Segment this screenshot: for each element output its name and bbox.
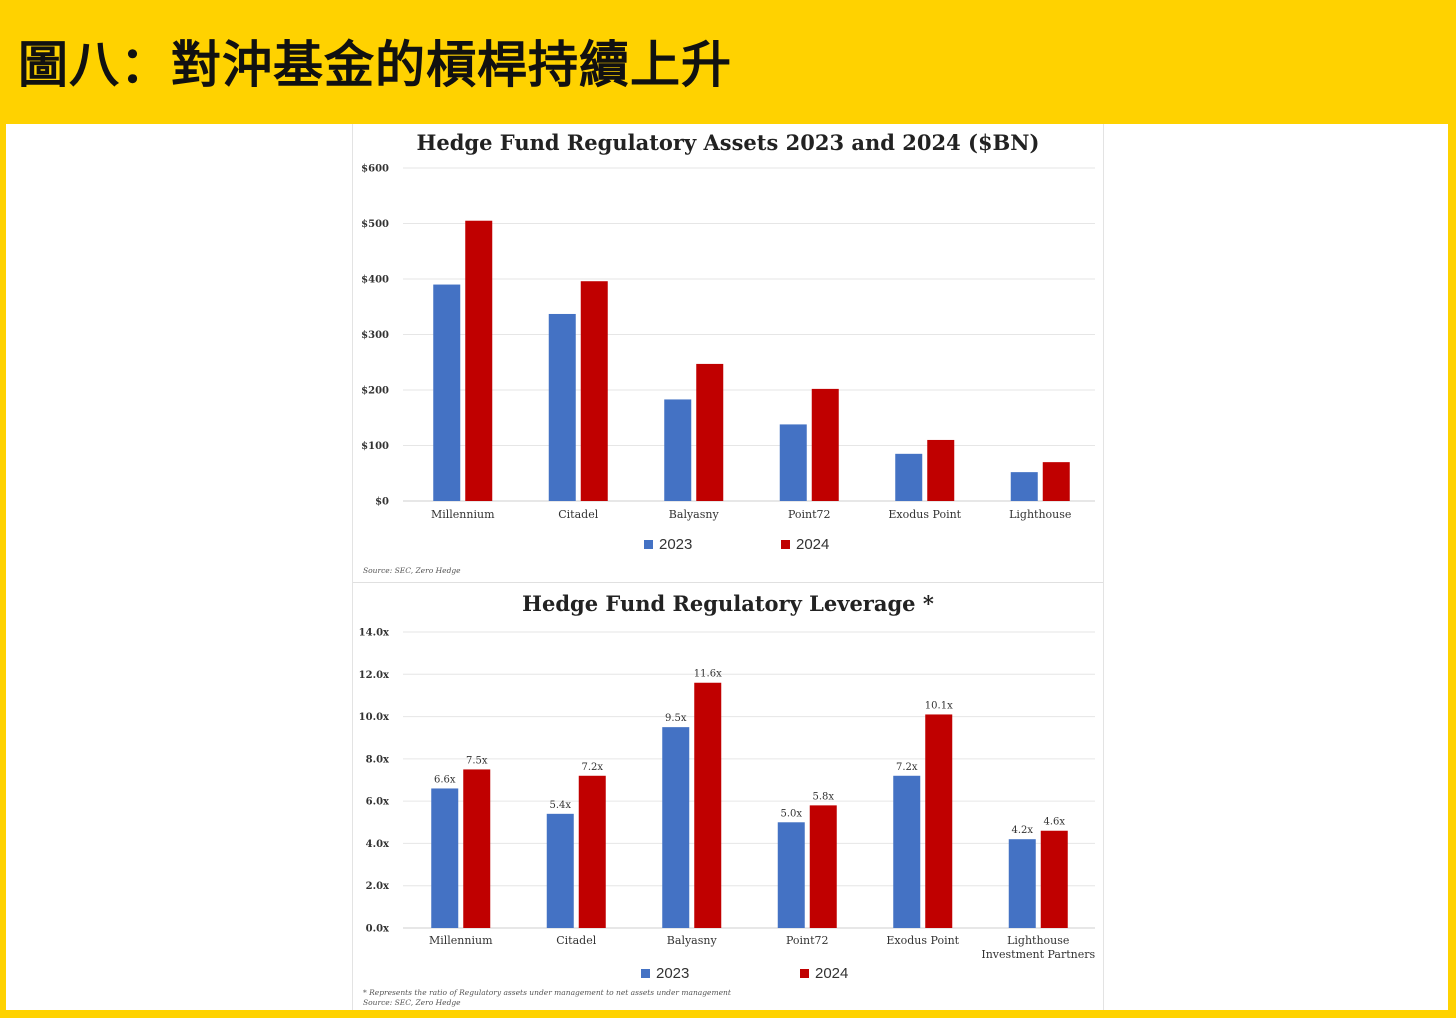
data-label: 9.5x	[665, 713, 687, 724]
bar-2024-balyasny	[694, 682, 722, 928]
data-label: 7.5x	[466, 755, 488, 766]
bar-2024-lighthouse	[1042, 462, 1070, 501]
y-tick-label: $600	[361, 164, 389, 175]
leverage-chart: 0.0x 2.0x 4.0x 6.0x 8.0x 10.0x 12.0x 14.0x 6.6x 7…	[359, 628, 1096, 962]
data-label: 10.1x	[925, 700, 953, 711]
x-tick-label: Point72	[788, 508, 831, 521]
bar-2023-exodus-point	[895, 453, 923, 501]
legend-swatch-2024	[800, 969, 809, 978]
leverage-chart-source: Source: SEC, Zero Hedge	[363, 998, 461, 1007]
bar-2023-millennium	[433, 284, 461, 501]
bar-2024-citadel	[578, 775, 606, 928]
x-tick-label: Citadel	[556, 934, 596, 947]
leverage-chart-footnote: * Represents the ratio of Regulatory ass…	[363, 988, 731, 997]
leverage-chart-title: Hedge Fund Regulatory Leverage *	[522, 591, 934, 616]
bar-2024-exodus-point	[925, 714, 953, 928]
x-tick-label: Point72	[786, 934, 829, 947]
bar-2024-millennium	[465, 220, 493, 501]
data-label: 11.6x	[694, 669, 722, 680]
y-tick-label: 2.0x	[366, 881, 390, 892]
bar-2023-lighthouse-investment-partners	[1008, 839, 1036, 928]
x-tick-label: Exodus Point	[886, 934, 959, 947]
data-label: 7.2x	[896, 762, 918, 773]
data-label: 7.2x	[581, 762, 603, 773]
y-tick-label: $300	[361, 330, 389, 341]
bar-2024-balyasny	[696, 363, 724, 501]
legend-item-2023: 2023	[641, 965, 689, 982]
y-tick-label: 0.0x	[366, 924, 390, 935]
bar-2023-point72	[777, 822, 805, 928]
header-banner: 圖八：對沖基金的槓桿持續上升	[0, 0, 1456, 124]
data-label: 5.4x	[549, 800, 571, 811]
chart-figure: Hedge Fund Regulatory Assets 2023 and 20…	[352, 124, 1104, 1010]
bar-2023-lighthouse	[1010, 472, 1038, 501]
x-tick-label: Lighthouse	[1009, 508, 1071, 521]
bar-2023-balyasny	[664, 399, 692, 501]
x-tick-label: Balyasny	[667, 934, 718, 947]
data-label: 5.8x	[812, 791, 834, 802]
y-tick-label: 10.0x	[359, 712, 390, 723]
legend-label-2024: 2024	[796, 536, 830, 553]
assets-chart-source: Source: SEC, Zero Hedge	[363, 566, 461, 575]
x-tick-label: Balyasny	[669, 508, 720, 521]
bar-2023-millennium	[431, 788, 459, 928]
y-tick-label: 6.0x	[366, 797, 390, 808]
bar-2024-point72	[809, 805, 837, 928]
leverage-chart-panel: Hedge Fund Regulatory Leverage * 0.0x 2.0…	[353, 584, 1103, 1010]
data-label: 4.6x	[1043, 817, 1065, 828]
bar-2024-lighthouse-investment-partners	[1040, 830, 1068, 928]
y-tick-label: $500	[361, 219, 389, 230]
assets-chart-title: Hedge Fund Regulatory Assets 2023 and 20…	[416, 130, 1040, 155]
page-title: 圖八：對沖基金的槓桿持續上升	[18, 36, 732, 94]
bar-2023-citadel	[548, 313, 576, 501]
y-tick-label: $100	[361, 441, 389, 452]
bar-2023-balyasny	[662, 727, 690, 928]
leverage-chart-legend: 2023 2024	[353, 965, 1103, 987]
legend-item-2024: 2024	[781, 536, 829, 553]
data-label: 5.0x	[780, 808, 802, 819]
x-tick-label: Millennium	[429, 934, 493, 947]
assets-chart: $0 $100 $200 $300 $400 $500 $600 Millennium Cita…	[361, 164, 1095, 521]
bar-2024-citadel	[580, 281, 608, 501]
legend-swatch-2024	[781, 540, 790, 549]
legend-label-2023: 2023	[659, 536, 693, 553]
legend-item-2023: 2023	[644, 536, 692, 553]
bar-2023-exodus-point	[893, 775, 921, 928]
x-tick-label: Lighthouse	[1007, 934, 1069, 947]
y-tick-label: 14.0x	[359, 628, 390, 639]
y-tick-label: $0	[375, 497, 389, 508]
assets-chart-panel: Hedge Fund Regulatory Assets 2023 and 20…	[353, 124, 1103, 583]
x-tick-label: Investment Partners	[981, 948, 1095, 961]
x-tick-label: Exodus Point	[888, 508, 961, 521]
y-tick-label: $200	[361, 386, 389, 397]
y-tick-label: 12.0x	[359, 670, 390, 681]
data-label: 4.2x	[1011, 825, 1033, 836]
y-tick-label: 4.0x	[366, 839, 390, 850]
x-tick-label: Citadel	[558, 508, 598, 521]
bar-2024-millennium	[463, 769, 491, 928]
bar-2023-point72	[779, 424, 807, 501]
content-area: Hedge Fund Regulatory Assets 2023 and 20…	[6, 124, 1448, 1010]
bar-2024-exodus-point	[927, 439, 955, 501]
bar-2024-point72	[811, 388, 839, 501]
legend-label-2024: 2024	[815, 965, 849, 982]
y-tick-label: $400	[361, 275, 389, 286]
legend-item-2024: 2024	[800, 965, 848, 982]
y-tick-label: 8.0x	[366, 754, 390, 765]
bar-2023-citadel	[546, 813, 574, 928]
assets-chart-legend: 2023 2024	[353, 536, 1103, 558]
x-tick-label: Millennium	[431, 508, 495, 521]
legend-label-2023: 2023	[656, 965, 690, 982]
legend-swatch-2023	[644, 540, 653, 549]
legend-swatch-2023	[641, 969, 650, 978]
data-label: 6.6x	[434, 774, 456, 785]
